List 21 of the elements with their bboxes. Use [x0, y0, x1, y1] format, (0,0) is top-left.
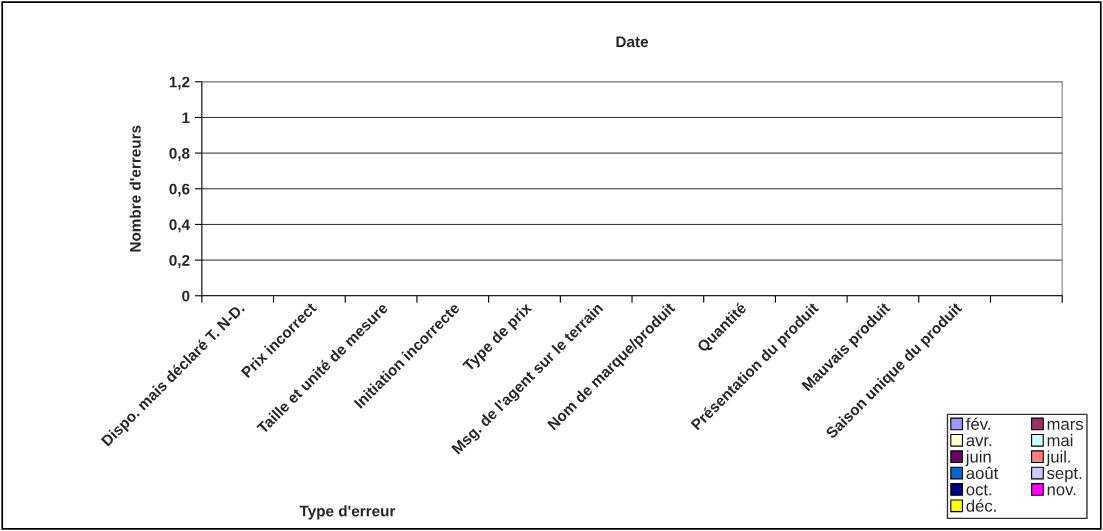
legend-label: oct.	[966, 484, 992, 496]
y-tick-label: 0,2	[169, 254, 190, 268]
y-tick-label: 0,6	[169, 183, 190, 197]
y-tick-label: 0,8	[169, 147, 190, 162]
legend-label: fév.	[966, 417, 990, 430]
y-axis-title: Nombre d'erreurs	[129, 125, 141, 252]
legend-label: déc.	[966, 499, 996, 512]
y-tick-label: 0,4	[169, 219, 190, 233]
y-tick-label: 0	[182, 290, 190, 302]
legend-label: nov.	[1047, 486, 1076, 496]
legend-label: sept.	[1047, 468, 1082, 483]
legend-label: juil.	[1046, 450, 1071, 466]
legend-label: juin	[965, 450, 991, 466]
legend-label: avr.	[966, 437, 992, 447]
legend-label: mars	[1047, 420, 1084, 430]
y-tick-label: 1,2	[169, 76, 190, 90]
legend-label: août	[966, 466, 999, 480]
y-tick-label: 1	[182, 112, 190, 123]
legend-label: mai	[1047, 434, 1073, 447]
chart-title: Date	[616, 36, 649, 48]
x-axis-title: Type d'erreur	[299, 505, 396, 520]
